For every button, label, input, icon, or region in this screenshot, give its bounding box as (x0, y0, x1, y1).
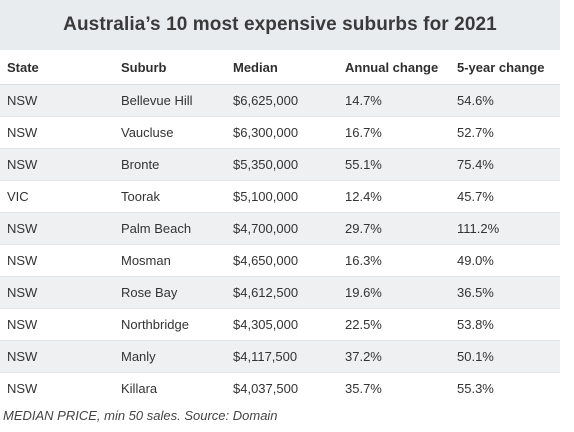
cell-state: NSW (0, 116, 114, 149)
cell-median: $5,350,000 (226, 148, 338, 181)
cell-5-year-change: 75.4% (450, 148, 560, 181)
cell-state: NSW (0, 308, 114, 341)
suburbs-table-container: Australia’s 10 most expensive suburbs fo… (0, 0, 560, 404)
cell-5-year-change: 52.7% (450, 116, 560, 149)
cell-suburb: Northbridge (114, 308, 226, 341)
cell-annual-change: 37.2% (338, 340, 450, 373)
table-row: VIC Toorak $5,100,000 12.4% 45.7% (0, 180, 560, 213)
source-footnote: MEDIAN PRICE, min 50 sales. Source: Doma… (3, 408, 278, 423)
cell-median: $6,300,000 (226, 116, 338, 149)
table-row: NSW Manly $4,117,500 37.2% 50.1% (0, 340, 560, 373)
cell-annual-change: 29.7% (338, 212, 450, 245)
cell-annual-change: 35.7% (338, 372, 450, 404)
column-header-annual-change: Annual change (338, 50, 450, 85)
cell-state: NSW (0, 212, 114, 245)
column-header-state: State (0, 50, 114, 85)
table-row: NSW Bronte $5,350,000 55.1% 75.4% (0, 148, 560, 181)
cell-median: $6,625,000 (226, 84, 338, 117)
table-row: NSW Northbridge $4,305,000 22.5% 53.8% (0, 308, 560, 341)
cell-suburb: Bronte (114, 148, 226, 181)
cell-5-year-change: 49.0% (450, 244, 560, 277)
cell-5-year-change: 53.8% (450, 308, 560, 341)
cell-5-year-change: 45.7% (450, 180, 560, 213)
table-row: NSW Palm Beach $4,700,000 29.7% 111.2% (0, 212, 560, 245)
cell-state: NSW (0, 372, 114, 404)
table-row: NSW Bellevue Hill $6,625,000 14.7% 54.6% (0, 84, 560, 117)
cell-median: $4,650,000 (226, 244, 338, 277)
cell-5-year-change: 36.5% (450, 276, 560, 309)
column-header-median: Median (226, 50, 338, 85)
cell-median: $4,612,500 (226, 276, 338, 309)
column-header-5-year-change: 5-year change (450, 50, 560, 85)
cell-annual-change: 19.6% (338, 276, 450, 309)
cell-suburb: Manly (114, 340, 226, 373)
cell-suburb: Mosman (114, 244, 226, 277)
table-row: NSW Rose Bay $4,612,500 19.6% 36.5% (0, 276, 560, 309)
cell-state: NSW (0, 276, 114, 309)
cell-5-year-change: 111.2% (450, 212, 560, 245)
cell-state: VIC (0, 180, 114, 213)
cell-state: NSW (0, 84, 114, 117)
header-row: State Suburb Median Annual change 5-year… (0, 50, 560, 85)
cell-annual-change: 22.5% (338, 308, 450, 341)
cell-suburb: Vaucluse (114, 116, 226, 149)
cell-median: $5,100,000 (226, 180, 338, 213)
cell-median: $4,305,000 (226, 308, 338, 341)
cell-annual-change: 14.7% (338, 84, 450, 117)
cell-suburb: Palm Beach (114, 212, 226, 245)
cell-suburb: Toorak (114, 180, 226, 213)
cell-annual-change: 12.4% (338, 180, 450, 213)
cell-suburb: Killara (114, 372, 226, 404)
table-row: NSW Vaucluse $6,300,000 16.7% 52.7% (0, 116, 560, 149)
cell-median: $4,700,000 (226, 212, 338, 245)
table-title: Australia’s 10 most expensive suburbs fo… (0, 0, 560, 50)
cell-5-year-change: 50.1% (450, 340, 560, 373)
cell-state: NSW (0, 148, 114, 181)
cell-annual-change: 55.1% (338, 148, 450, 181)
cell-annual-change: 16.3% (338, 244, 450, 277)
table-row: NSW Mosman $4,650,000 16.3% 49.0% (0, 244, 560, 277)
cell-suburb: Bellevue Hill (114, 84, 226, 117)
table-row: NSW Killara $4,037,500 35.7% 55.3% (0, 372, 560, 404)
cell-suburb: Rose Bay (114, 276, 226, 309)
cell-state: NSW (0, 340, 114, 373)
cell-median: $4,117,500 (226, 340, 338, 373)
cell-median: $4,037,500 (226, 372, 338, 404)
cell-annual-change: 16.7% (338, 116, 450, 149)
column-header-suburb: Suburb (114, 50, 226, 85)
cell-5-year-change: 54.6% (450, 84, 560, 117)
cell-state: NSW (0, 244, 114, 277)
suburbs-table: State Suburb Median Annual change 5-year… (0, 50, 560, 404)
cell-5-year-change: 55.3% (450, 372, 560, 404)
